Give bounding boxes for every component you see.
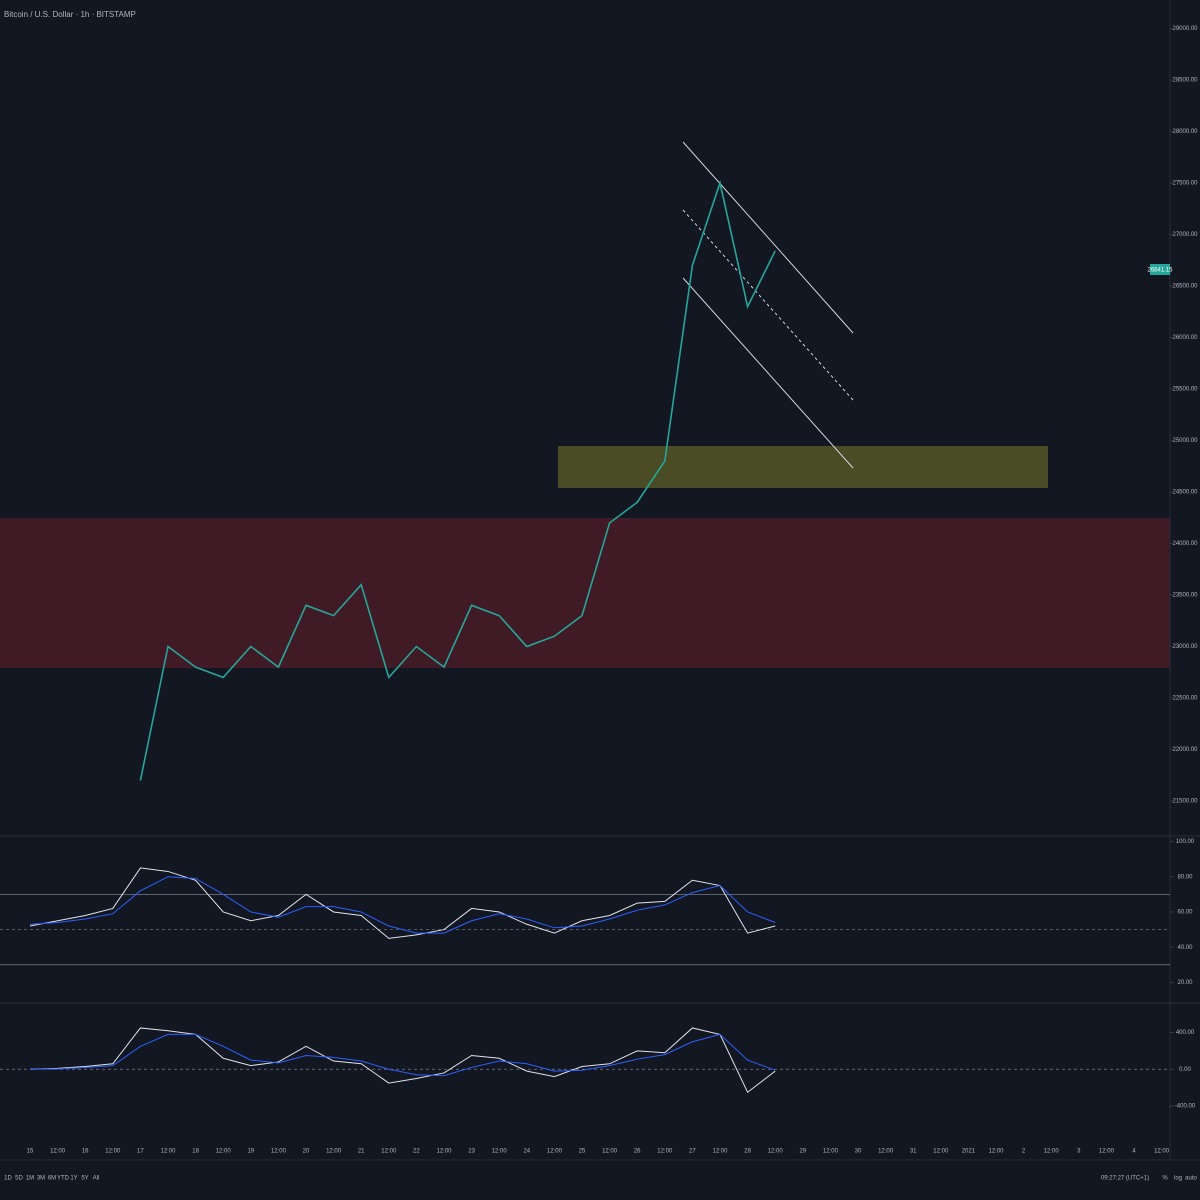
y-tick-label: 80.00	[1177, 874, 1193, 880]
time-label: 28	[744, 1149, 751, 1155]
time-label: 12:00	[160, 1149, 176, 1155]
y-tick-label: 60.00	[1177, 910, 1193, 916]
resistance-zone	[0, 518, 1170, 668]
bottom-toolbar	[0, 1165, 1200, 1200]
y-tick-label: 25500.00	[1172, 387, 1198, 393]
last-price-tag	[1150, 264, 1170, 275]
support-zone	[558, 446, 1048, 488]
range-button[interactable]: All	[93, 1176, 100, 1182]
time-label: 12:00	[657, 1149, 673, 1155]
series-line	[29, 1027, 776, 1094]
time-label: 27	[689, 1149, 696, 1155]
y-tick-label: 28000.00	[1172, 129, 1198, 135]
range-button[interactable]: 1Y	[70, 1176, 77, 1182]
time-label: 25	[579, 1149, 586, 1155]
y-tick-label: 26000.00	[1172, 335, 1198, 341]
y-tick-label: 29000.00	[1172, 26, 1198, 32]
series-line	[29, 876, 776, 934]
y-tick-label: 20.00	[1177, 980, 1193, 986]
time-label: 12:00	[768, 1149, 784, 1155]
range-button[interactable]: 5Y	[81, 1176, 88, 1182]
series-line	[29, 1033, 776, 1077]
time-label: 12:00	[216, 1149, 232, 1155]
y-tick-label: 24000.00	[1172, 541, 1198, 547]
time-label: 22	[413, 1149, 420, 1155]
y-tick-label: 22500.00	[1172, 696, 1198, 702]
series-line	[139, 180, 776, 781]
trend-line	[682, 277, 854, 469]
time-label: 24	[523, 1149, 530, 1155]
last-price: 26841.15	[1147, 268, 1173, 274]
time-label: 17	[137, 1149, 144, 1155]
y-tick-label: 25000.00	[1172, 438, 1198, 444]
time-label: 26	[634, 1149, 641, 1155]
time-label: 12:00	[933, 1149, 949, 1155]
time-label: 3	[1077, 1149, 1081, 1155]
time-label: 12:00	[271, 1149, 287, 1155]
y-tick-label: 100.00	[1176, 839, 1195, 845]
scale-button[interactable]: log	[1174, 1176, 1182, 1182]
trend-line	[682, 141, 854, 334]
time-label: 2	[1022, 1149, 1026, 1155]
time-label: 20	[303, 1149, 310, 1155]
symbol-title: Bitcoin / U.S. Dollar · 1h · BITSTAMP	[4, 10, 136, 19]
range-button[interactable]: 1M	[26, 1176, 34, 1182]
y-tick-label: 23000.00	[1172, 644, 1198, 650]
time-label: 15	[27, 1149, 34, 1155]
time-label: 12:00	[381, 1149, 397, 1155]
range-button[interactable]: 6M	[48, 1176, 56, 1182]
time-label: 29	[799, 1149, 806, 1155]
time-label: 12:00	[105, 1149, 121, 1155]
time-label: 2021	[962, 1149, 976, 1155]
time-label: 12:00	[988, 1149, 1004, 1155]
mid-line	[682, 209, 854, 401]
y-tick-label: 26500.00	[1172, 284, 1198, 290]
clock: 09:27:27 (UTC+1)	[1101, 1176, 1149, 1182]
y-tick-label: 28500.00	[1172, 78, 1198, 84]
range-button[interactable]: 1D	[4, 1176, 12, 1182]
time-label: 12:00	[1099, 1149, 1115, 1155]
time-label: 12:00	[1044, 1149, 1060, 1155]
y-tick-label: 40.00	[1177, 945, 1193, 951]
y-tick-label: -400.00	[1175, 1104, 1196, 1110]
time-label: 23	[468, 1149, 475, 1155]
y-tick-label: 0.00	[1179, 1067, 1191, 1073]
time-label: 4	[1132, 1149, 1136, 1155]
time-label: 12:00	[547, 1149, 563, 1155]
time-label: 12:00	[50, 1149, 66, 1155]
toolbar: 1D 5D 1M 3M 6M YTD 1Y 5Y All 09:27:27 (UTC+1)% log…	[4, 1176, 1197, 1182]
time-label: 30	[855, 1149, 862, 1155]
time-label: 18	[192, 1149, 199, 1155]
time-label: 16	[82, 1149, 89, 1155]
series-line	[29, 867, 776, 939]
time-label: 12:00	[492, 1149, 508, 1155]
y-tick-label: 23500.00	[1172, 593, 1198, 599]
time-label: 31	[910, 1149, 917, 1155]
range-button[interactable]: 5D	[15, 1176, 23, 1182]
y-tick-label: 400.00	[1176, 1030, 1195, 1036]
scale-button[interactable]: %	[1162, 1176, 1168, 1182]
time-label: 12:00	[712, 1149, 728, 1155]
time-label: 12:00	[878, 1149, 894, 1155]
time-label: 12:00	[823, 1149, 839, 1155]
time-label: 12:00	[326, 1149, 342, 1155]
time-label: 21	[358, 1149, 365, 1155]
y-tick-label: 22000.00	[1172, 747, 1198, 753]
range-button[interactable]: 3M	[37, 1176, 45, 1182]
y-tick-label: 21500.00	[1172, 799, 1198, 805]
y-tick-label: 27500.00	[1172, 181, 1198, 187]
scale-button[interactable]: auto	[1185, 1176, 1197, 1182]
time-label: 19	[247, 1149, 254, 1155]
range-button[interactable]: YTD	[57, 1176, 70, 1182]
time-label: 12:00	[436, 1149, 452, 1155]
time-label: 12:00	[1154, 1149, 1170, 1155]
y-tick-label: 27000.00	[1172, 232, 1198, 238]
y-tick-label: 24500.00	[1172, 490, 1198, 496]
time-label: 12:00	[602, 1149, 618, 1155]
